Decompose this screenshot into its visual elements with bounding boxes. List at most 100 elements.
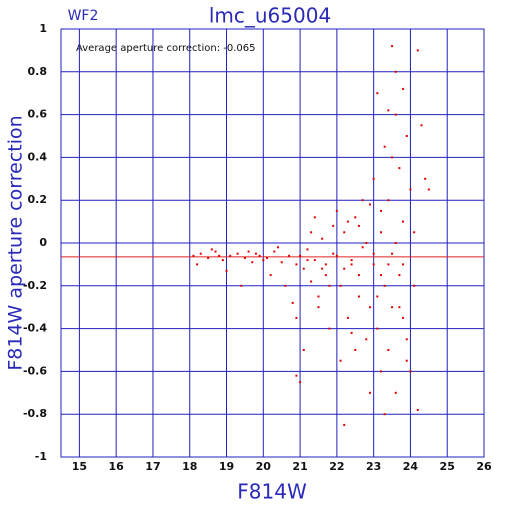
point: [335, 209, 338, 212]
y-tick-label: -0.4: [23, 322, 47, 335]
point: [398, 167, 401, 170]
point: [372, 252, 375, 255]
point: [332, 252, 335, 255]
point: [302, 267, 305, 270]
point: [380, 370, 383, 373]
point: [376, 327, 379, 330]
point: [280, 261, 283, 264]
point: [394, 242, 397, 244]
y-tick-label: 0.8: [28, 65, 48, 78]
y-axis-label: F814W aperture correction: [5, 115, 27, 370]
point: [391, 252, 394, 255]
x-tick-label: 25: [440, 460, 455, 473]
point: [368, 306, 371, 309]
y-tick-label: 0.6: [28, 108, 48, 121]
point: [299, 381, 302, 384]
point: [380, 274, 383, 277]
point: [427, 188, 430, 191]
point: [391, 306, 394, 309]
point: [350, 331, 353, 334]
point: [210, 248, 213, 251]
point: [343, 231, 346, 234]
chart-title: lmc_u65004: [209, 4, 331, 28]
point: [310, 231, 313, 234]
point: [302, 349, 305, 351]
point: [402, 263, 405, 266]
point: [365, 338, 368, 341]
point: [284, 284, 287, 287]
point: [376, 92, 379, 95]
point: [387, 199, 390, 202]
point: [361, 199, 364, 202]
point: [380, 231, 383, 234]
point: [354, 349, 357, 351]
point: [383, 145, 386, 148]
point: [335, 254, 338, 257]
point: [321, 267, 324, 270]
point: [343, 423, 346, 426]
point: [387, 349, 390, 351]
subtitle: WF2: [68, 8, 99, 24]
point: [361, 246, 364, 249]
point: [273, 250, 276, 253]
annotation: Average aperture correction: -0.065: [76, 43, 256, 54]
point: [413, 231, 416, 234]
point: [240, 284, 243, 287]
point: [218, 254, 221, 257]
point: [383, 413, 386, 416]
point: [350, 259, 353, 262]
point: [376, 295, 379, 298]
point: [313, 216, 316, 219]
point: [402, 316, 405, 319]
point: [398, 274, 401, 277]
point: [383, 284, 386, 287]
x-tick-label: 19: [219, 460, 234, 473]
point: [225, 269, 228, 272]
y-tick-label: -0.2: [23, 279, 47, 292]
point: [306, 259, 309, 262]
x-tick-label: 15: [72, 460, 87, 473]
point: [402, 220, 405, 223]
point: [328, 327, 331, 330]
y-tick-label: -1: [35, 450, 47, 463]
point: [317, 306, 320, 309]
x-tick-label: 23: [366, 460, 381, 473]
point: [357, 224, 360, 227]
point: [310, 280, 313, 283]
point: [409, 188, 412, 191]
point: [416, 408, 419, 411]
point: [391, 45, 394, 48]
point: [387, 263, 390, 266]
point: [192, 254, 195, 257]
point: [387, 109, 390, 112]
point: [413, 284, 416, 287]
point: [199, 252, 202, 255]
point: [416, 49, 419, 52]
y-tick-label: 0.4: [28, 150, 48, 163]
point: [243, 256, 246, 259]
point: [405, 359, 408, 362]
point: [394, 70, 397, 73]
point: [236, 252, 239, 255]
point: [368, 391, 371, 394]
point: [313, 259, 316, 262]
x-tick-label: 20: [256, 460, 272, 473]
point: [405, 135, 408, 137]
point: [350, 263, 353, 266]
point: [332, 224, 335, 227]
point: [354, 216, 357, 219]
point: [372, 263, 375, 266]
x-tick-label: 24: [403, 460, 419, 473]
point: [247, 250, 250, 253]
point: [346, 316, 349, 319]
point: [295, 374, 298, 377]
point: [269, 274, 272, 277]
x-tick-label: 18: [182, 460, 197, 473]
point: [405, 338, 408, 341]
y-tick-label: 1: [39, 22, 47, 35]
point: [365, 242, 368, 244]
point: [306, 248, 309, 251]
point: [317, 295, 320, 298]
point: [262, 259, 265, 262]
